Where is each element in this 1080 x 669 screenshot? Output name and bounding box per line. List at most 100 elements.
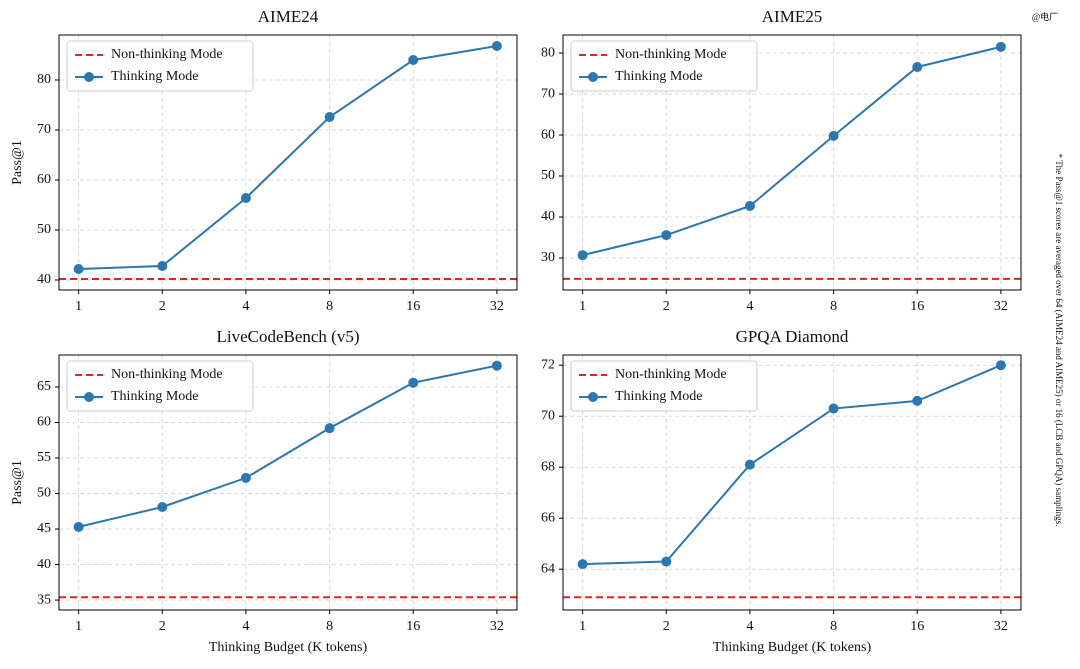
x-tick-label: 16 — [910, 619, 924, 634]
data-point — [577, 250, 588, 261]
data-point — [324, 423, 335, 434]
x-tick-label: 1 — [579, 299, 586, 314]
data-point — [157, 261, 168, 271]
legend-label: Non-thinking Mode — [615, 47, 727, 62]
data-point — [157, 502, 168, 513]
x-tick-label: 8 — [326, 299, 333, 314]
x-tick-label: 16 — [406, 299, 420, 314]
y-axis-label: Pass@1 — [10, 140, 25, 185]
legend-label: Thinking Mode — [111, 389, 199, 404]
data-point — [240, 472, 251, 483]
legend-marker — [588, 72, 598, 82]
x-tick-label: 8 — [326, 619, 333, 634]
series-line — [582, 45, 1002, 257]
x-tick-label: 16 — [910, 299, 924, 314]
footnote: * The Pass@1 scores are averaged over 64… — [1054, 154, 1064, 527]
y-tick-label: 65 — [37, 379, 51, 394]
x-tick-label: 2 — [159, 299, 166, 314]
data-point — [73, 521, 84, 532]
y-tick-label: 72 — [541, 357, 555, 372]
x-tick-label: 4 — [746, 619, 753, 634]
y-tick-label: 30 — [541, 250, 555, 265]
y-tick-label: 50 — [37, 222, 51, 237]
y-tick-label: 35 — [37, 592, 51, 607]
y-tick-label: 45 — [37, 521, 51, 536]
x-tick-label: 16 — [406, 619, 420, 634]
y-tick-label: 70 — [541, 408, 555, 423]
y-tick-label: 60 — [37, 415, 51, 430]
data-point — [828, 403, 839, 414]
x-tick-label: 1 — [579, 619, 586, 634]
data-point — [661, 556, 672, 567]
data-point — [491, 41, 502, 51]
data-point — [995, 360, 1006, 371]
legend-marker — [84, 72, 94, 82]
y-tick-label: 40 — [37, 272, 51, 287]
y-tick-label: 50 — [37, 486, 51, 501]
y-tick-label: 80 — [541, 45, 555, 60]
series-line — [78, 45, 498, 270]
y-tick-label: 55 — [37, 450, 51, 465]
subplot: LiveCodeBench (v5) 35 40 45 50 55 60 65 1 2 4 8 16 32… — [10, 327, 518, 655]
legend-marker — [84, 392, 94, 402]
plot-frame — [562, 34, 1022, 291]
y-tick-label: 66 — [541, 510, 555, 525]
y-tick-label: 50 — [541, 168, 555, 183]
x-tick-label: 32 — [994, 619, 1008, 634]
x-tick-label: 8 — [830, 619, 837, 634]
legend-label: Non-thinking Mode — [111, 367, 223, 382]
data-point — [491, 360, 502, 371]
x-tick-label: 32 — [994, 299, 1008, 314]
x-tick-label: 1 — [75, 619, 82, 634]
x-tick-label: 8 — [830, 299, 837, 314]
x-tick-label: 2 — [663, 619, 670, 634]
x-tick-label: 32 — [490, 299, 504, 314]
data-point — [744, 200, 755, 211]
subplot: GPQA Diamond 64 66 68 70 72 1 2 4 8 16 32 Thinking B… — [541, 327, 1022, 655]
subplot-title: AIME25 — [762, 7, 822, 26]
legend-label: Thinking Mode — [615, 389, 703, 404]
x-axis-label: Thinking Budget (K tokens) — [713, 640, 872, 655]
y-tick-label: 80 — [37, 72, 51, 87]
series-line — [78, 364, 498, 528]
data-point — [995, 41, 1006, 52]
data-point — [744, 459, 755, 470]
legend-label: Thinking Mode — [615, 69, 703, 84]
legend-box — [66, 40, 254, 92]
legend-label: Non-thinking Mode — [615, 367, 727, 382]
y-tick-label: 40 — [37, 557, 51, 572]
x-tick-label: 2 — [159, 619, 166, 634]
y-tick-label: 40 — [541, 209, 555, 224]
plot-frame — [58, 34, 518, 291]
x-tick-label: 4 — [242, 619, 249, 634]
x-axis-label: Thinking Budget (K tokens) — [209, 640, 368, 655]
data-point — [577, 559, 588, 570]
legend-marker — [588, 392, 598, 402]
legend-box — [570, 40, 758, 92]
legend-box — [570, 360, 758, 412]
data-point — [661, 230, 672, 241]
watermark: @电厂 — [1032, 11, 1058, 22]
x-tick-label: 1 — [75, 299, 82, 314]
plot-frame — [562, 354, 1022, 611]
y-tick-label: 70 — [37, 122, 51, 137]
legend-box — [66, 360, 254, 412]
data-point — [828, 130, 839, 141]
y-tick-label: 60 — [37, 172, 51, 187]
plot-frame — [58, 354, 518, 611]
x-tick-label: 2 — [663, 299, 670, 314]
data-point — [240, 193, 251, 203]
y-tick-label: 68 — [541, 459, 555, 474]
data-point — [912, 61, 923, 72]
subplot: AIME25 30 40 50 60 70 80 1 2 4 8 16 32 Non-thinking M… — [541, 7, 1022, 314]
y-tick-label: 70 — [541, 86, 555, 101]
data-point — [73, 264, 84, 274]
data-point — [324, 112, 335, 122]
subplot-title: AIME24 — [258, 7, 319, 26]
subplot-title: GPQA Diamond — [736, 327, 849, 346]
x-tick-label: 32 — [490, 619, 504, 634]
legend-label: Thinking Mode — [111, 69, 199, 84]
subplot-title: LiveCodeBench (v5) — [216, 327, 359, 346]
subplot: AIME24 40 50 60 70 80 1 2 4 8 16 32 Pass@1 Non-thinki… — [10, 7, 518, 314]
data-point — [408, 55, 419, 65]
